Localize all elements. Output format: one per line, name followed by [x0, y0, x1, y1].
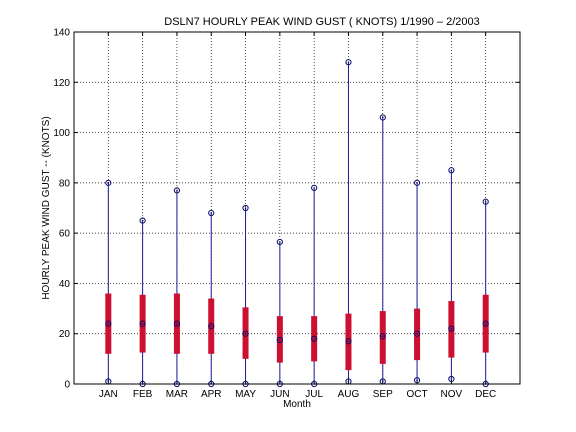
y-tick-label: 20 — [59, 329, 71, 340]
y-tick-label: 140 — [53, 28, 70, 39]
median-marker — [276, 336, 283, 344]
x-tick-label: JUL — [305, 389, 323, 400]
median-marker — [345, 338, 352, 345]
min-marker-dot — [416, 379, 418, 382]
median-marker-dot — [381, 335, 384, 338]
median-marker-dot — [450, 327, 453, 330]
min-marker-dot — [107, 380, 110, 383]
median-marker — [208, 323, 215, 330]
y-tick-label: 40 — [59, 279, 71, 290]
median-marker — [139, 320, 146, 327]
y-tick-label: 0 — [64, 380, 70, 391]
y-tick-label: 120 — [53, 78, 70, 89]
median-marker-dot — [176, 322, 178, 325]
max-marker — [242, 204, 249, 212]
max-marker — [345, 59, 352, 66]
max-marker — [208, 209, 215, 217]
max-marker-dot — [279, 241, 281, 243]
x-tick-label: DEC — [475, 389, 496, 400]
max-marker-dot — [347, 61, 350, 63]
x-tick-label: NOV — [441, 389, 463, 400]
max-marker-dot — [176, 189, 178, 192]
median-marker-dot — [279, 339, 281, 341]
max-marker-dot — [484, 200, 487, 203]
median-marker — [379, 333, 386, 340]
x-tick-label: JAN — [99, 389, 118, 400]
max-marker-dot — [141, 219, 144, 222]
max-marker-dot — [107, 182, 110, 184]
median-marker-dot — [416, 332, 418, 335]
x-tick-label: FEB — [133, 389, 153, 400]
x-axis-label: Month — [283, 399, 311, 410]
y-tick-label: 100 — [53, 128, 70, 139]
x-tick-labels: JAN FEB MAR APR MAY JUN JUL AUG SEP OCT NOV DEC — [99, 389, 496, 400]
min-marker-dot — [381, 380, 384, 383]
box-layer — [105, 293, 489, 371]
x-tick-label: MAR — [166, 389, 188, 400]
max-marker-dot — [313, 187, 315, 189]
x-tick-label: OCT — [407, 389, 428, 400]
max-marker — [448, 167, 455, 174]
max-marker-dot — [450, 169, 453, 172]
median-marker — [173, 320, 181, 327]
max-marker — [173, 187, 181, 194]
max-marker — [276, 238, 283, 246]
y-axis-label: HOURLY PEAK WIND GUST -- (KNOTS) — [41, 116, 52, 299]
max-marker — [311, 184, 318, 191]
median-marker-dot — [484, 322, 487, 325]
median-marker-dot — [210, 325, 213, 327]
x-tick-label: MAY — [235, 389, 256, 400]
x-tick-label: AUG — [338, 389, 360, 400]
median-marker — [242, 330, 249, 337]
median-marker-dot — [313, 337, 315, 340]
median-marker — [482, 320, 489, 327]
x-tick-label: APR — [201, 389, 222, 400]
median-marker-dot — [141, 322, 144, 325]
max-marker-dot — [244, 207, 247, 209]
min-marker-dot — [347, 380, 350, 383]
max-marker — [139, 217, 146, 224]
median-marker — [448, 325, 455, 332]
x-tick-label: SEP — [373, 389, 393, 400]
plot-frame — [73, 31, 521, 385]
box-sep — [379, 311, 386, 364]
median-marker — [311, 335, 318, 342]
whisker-layer — [107, 62, 487, 384]
median-marker-dot — [107, 322, 110, 325]
max-marker — [413, 179, 421, 186]
max-marker — [105, 179, 112, 186]
y-tick-labels: 0 20 40 60 80 100 120 140 — [53, 28, 70, 391]
min-marker — [413, 377, 421, 384]
min-marker-dot — [450, 378, 453, 380]
y-tick-label: 60 — [59, 229, 71, 240]
median-marker — [413, 330, 421, 337]
max-marker-dot — [416, 182, 418, 184]
x-tick-label: JUN — [270, 389, 289, 400]
median-marker — [105, 320, 112, 327]
marker-layer — [105, 59, 489, 388]
max-marker-dot — [210, 212, 213, 214]
median-marker-dot — [347, 340, 350, 343]
chart-title: DSLN7 HOURLY PEAK WIND GUST ( KNOTS) 1/1… — [164, 16, 479, 28]
max-marker-dot — [381, 116, 384, 119]
median-marker-dot — [244, 332, 247, 335]
min-marker — [448, 375, 455, 383]
max-marker — [482, 198, 489, 205]
max-marker — [379, 114, 386, 121]
y-tick-label: 80 — [59, 178, 71, 189]
